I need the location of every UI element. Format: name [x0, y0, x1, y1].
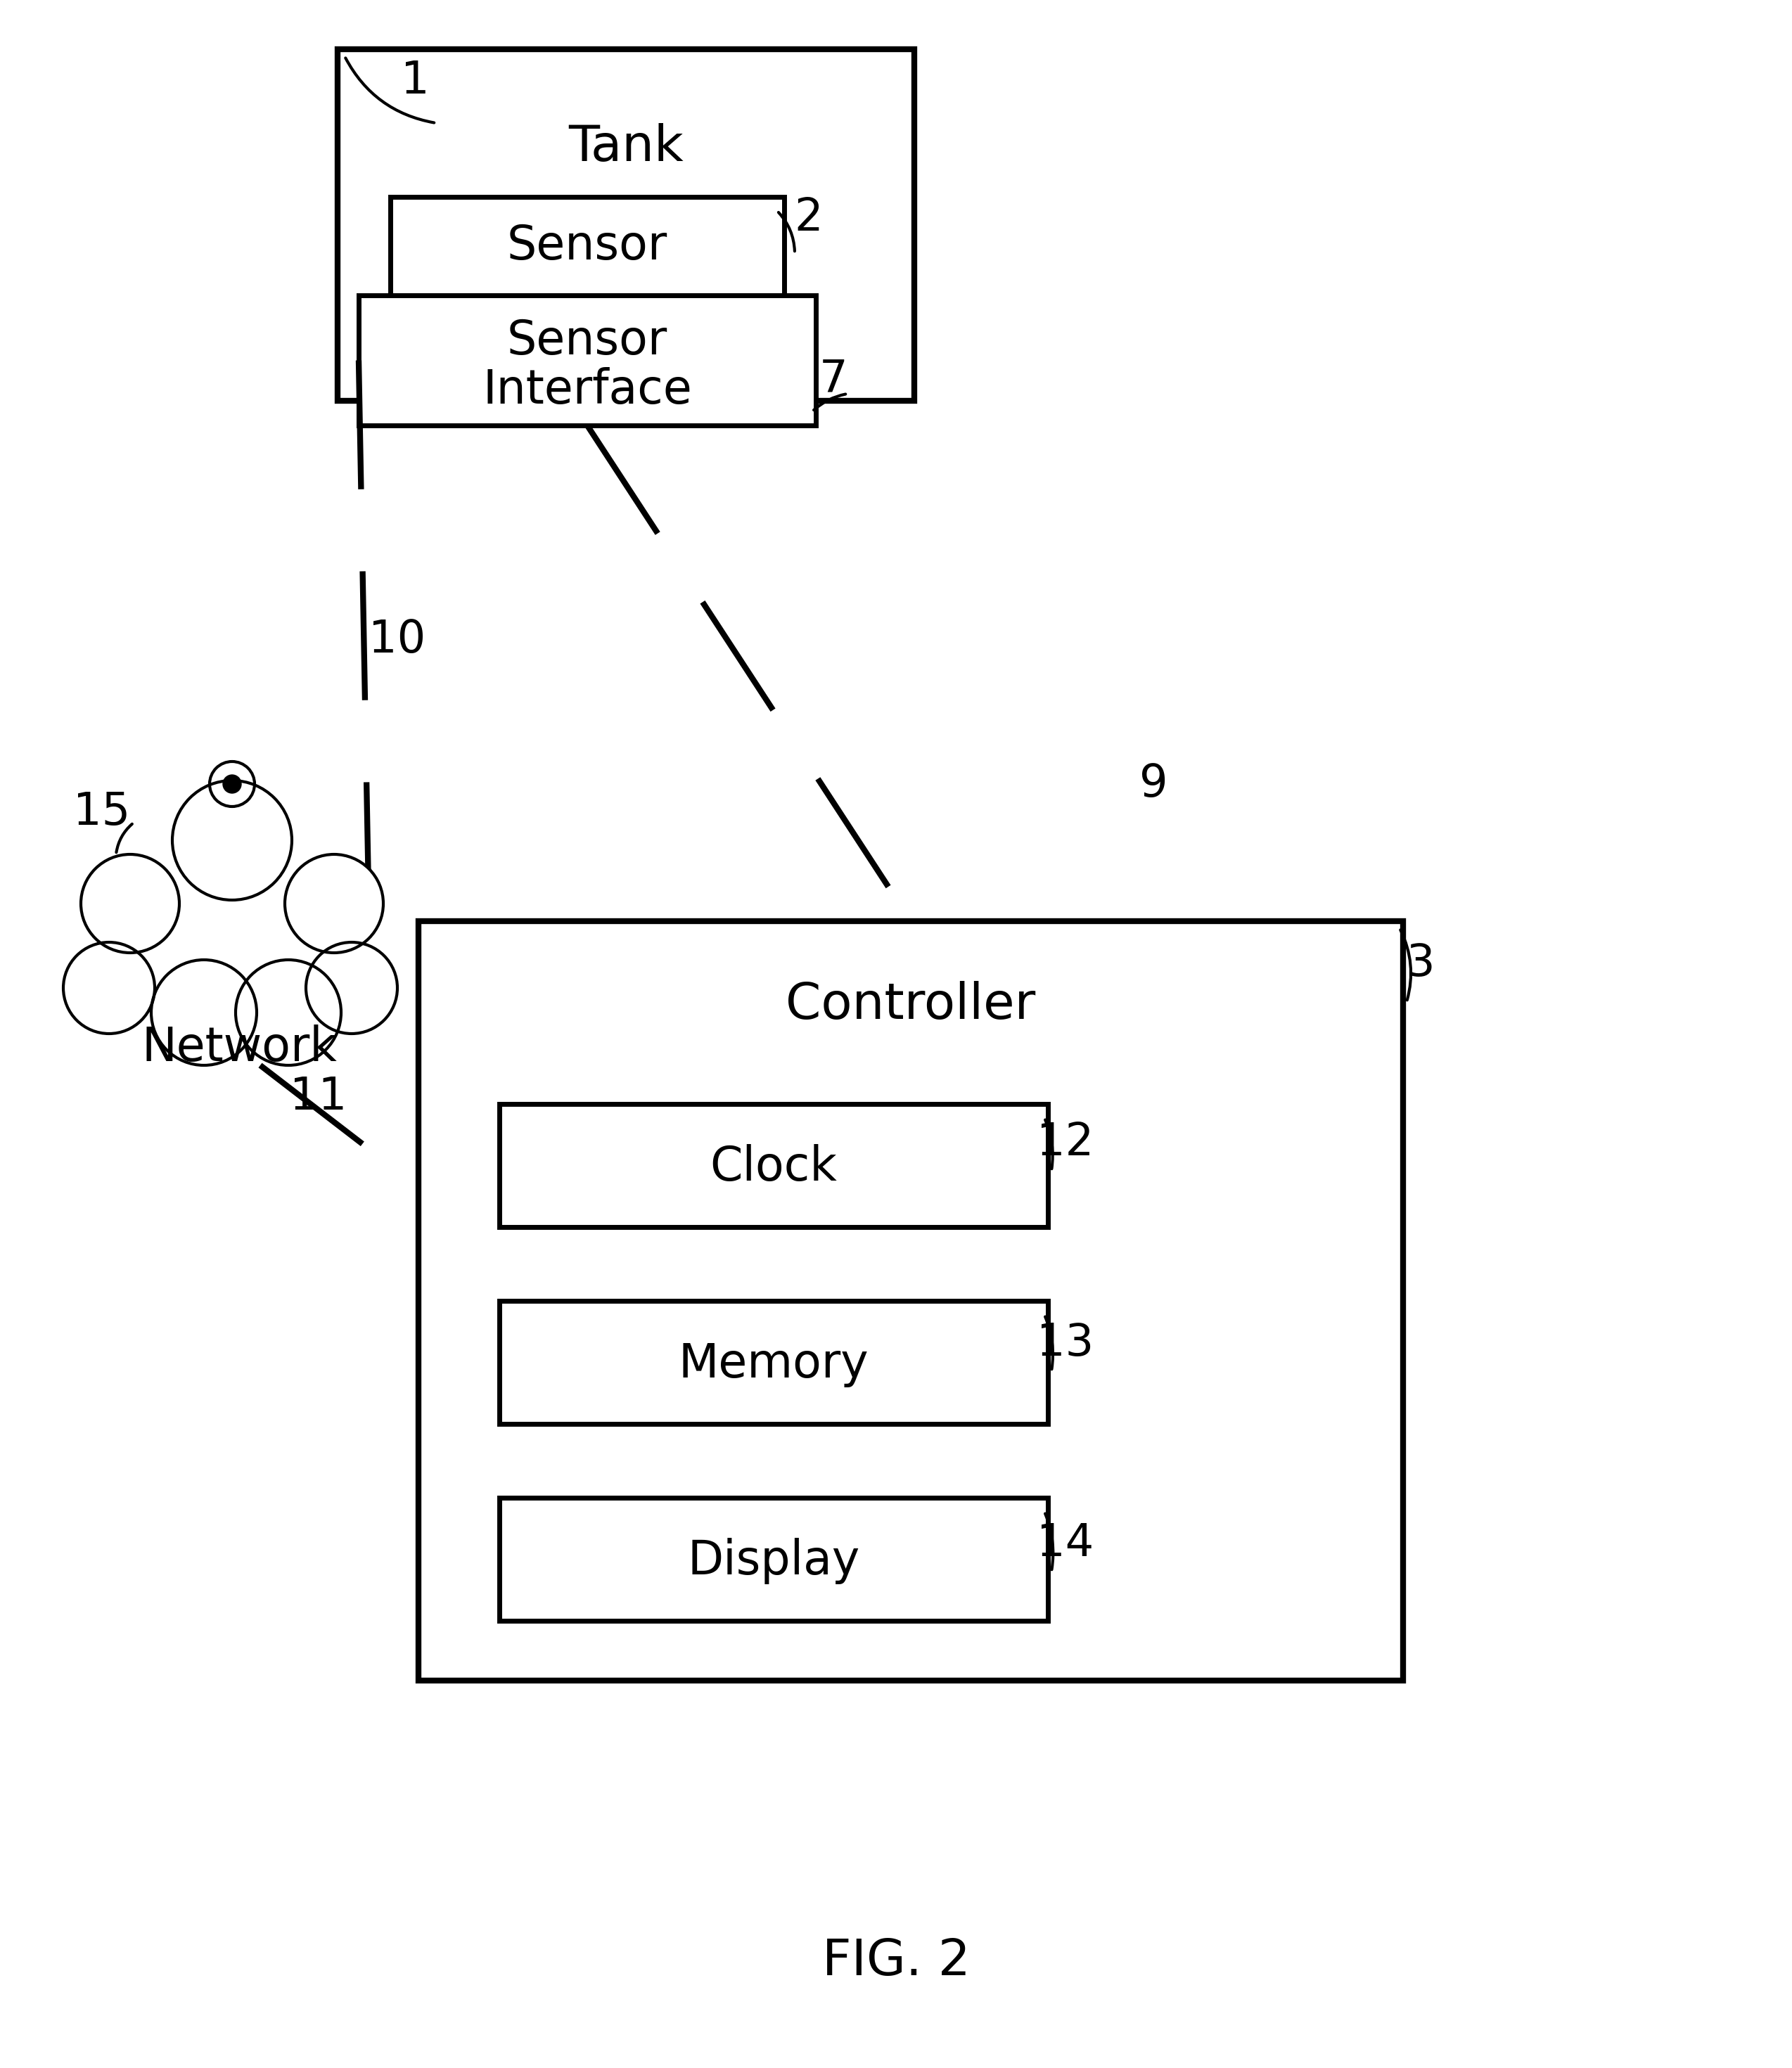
Bar [99, 873, 380, 1020]
Text: Sensor: Sensor [507, 223, 667, 269]
Bar [337, 50, 914, 401]
Text: 13: 13 [1038, 1321, 1095, 1365]
Text: 14: 14 [1038, 1522, 1095, 1565]
Circle shape [81, 854, 179, 953]
Circle shape [306, 943, 398, 1034]
Text: 12: 12 [1038, 1121, 1095, 1164]
Text: 7: 7 [819, 358, 848, 401]
Text: Memory: Memory [679, 1340, 869, 1388]
Text: Tank: Tank [568, 124, 683, 172]
Text: 1: 1 [401, 60, 430, 103]
Circle shape [222, 776, 242, 794]
Text: 11: 11 [290, 1075, 348, 1119]
Text: Sensor: Sensor [507, 318, 667, 364]
Circle shape [172, 780, 292, 900]
Text: Display: Display [688, 1539, 860, 1584]
Bar [500, 1104, 1048, 1226]
Text: 9: 9 [1140, 763, 1168, 807]
Text: Network: Network [142, 1024, 337, 1071]
Text: 3: 3 [1407, 941, 1435, 984]
Text: 10: 10 [369, 618, 426, 662]
Text: Clock: Clock [710, 1144, 837, 1191]
Circle shape [285, 854, 383, 953]
Circle shape [151, 960, 256, 1065]
Text: 15: 15 [73, 790, 131, 833]
Bar [391, 196, 785, 296]
Bar [500, 1301, 1048, 1425]
Text: Interface: Interface [482, 366, 692, 414]
Text: Controller: Controller [787, 980, 1036, 1030]
Bar [358, 296, 815, 426]
Bar [419, 920, 1403, 1681]
Text: 2: 2 [794, 196, 823, 240]
Circle shape [63, 943, 154, 1034]
Text: FIG. 2: FIG. 2 [823, 1938, 969, 1985]
Circle shape [235, 960, 340, 1065]
Bar [500, 1497, 1048, 1621]
